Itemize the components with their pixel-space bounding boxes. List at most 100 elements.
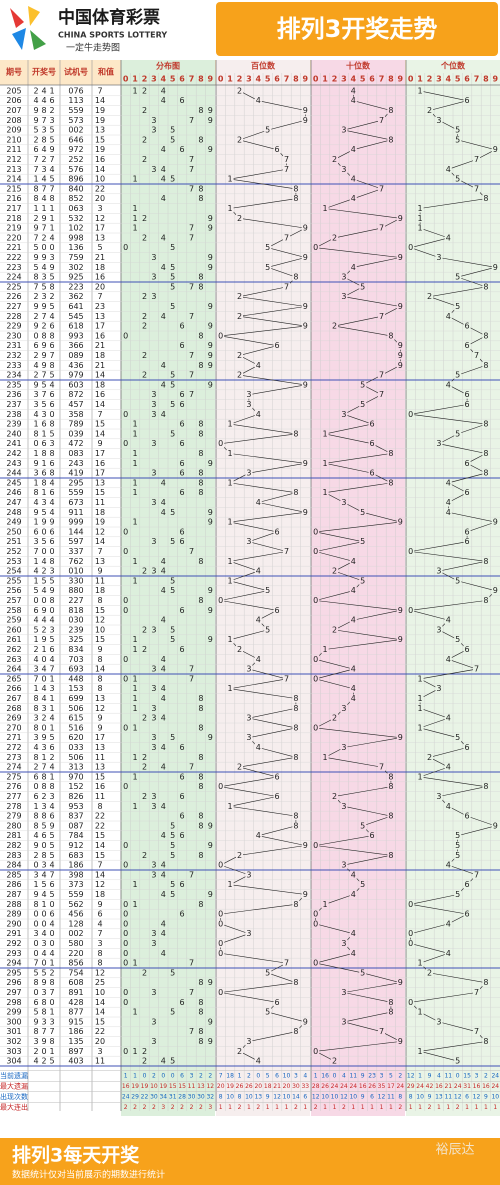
distribution-digit: 2 [142, 214, 147, 223]
sum: 8 [97, 959, 102, 968]
position-digit: 5 [265, 243, 270, 252]
draw-digit: 7 [49, 870, 54, 879]
draw-digit: 6 [49, 812, 54, 821]
digit-bg [463, 96, 471, 105]
trial: 063 [68, 204, 83, 213]
digit-bg [254, 96, 262, 105]
draw-digit: 0 [33, 331, 38, 340]
position-digit: 0 [218, 596, 223, 605]
draw-digit: 6 [33, 772, 38, 781]
stats-value: 3 [294, 1073, 298, 1080]
distribution-digit: 8 [198, 753, 203, 762]
issue: 293 [6, 949, 21, 958]
draw-digit: 1 [49, 772, 54, 781]
stats-value: 3 [380, 1073, 384, 1080]
digit-bg [331, 1057, 338, 1066]
issue: 284 [6, 861, 21, 870]
stats-value: 5 [266, 1073, 270, 1080]
position-digit: 3 [341, 165, 346, 174]
draw-digit: 1 [41, 645, 46, 654]
trial: 506 [68, 704, 83, 713]
draw-digit: 6 [49, 341, 54, 350]
distribution-digit: 5 [170, 429, 175, 438]
digit-header: 3 [436, 75, 442, 84]
position-digit: 4 [256, 743, 261, 752]
distribution-digit: 7 [189, 351, 194, 360]
stats-value: 1 [389, 1104, 393, 1111]
stats-value: 24 [396, 1083, 404, 1090]
issue: 246 [6, 488, 21, 497]
digit-bg [321, 429, 329, 438]
position-digit: 8 [388, 851, 393, 860]
position-digit: 1 [418, 1047, 423, 1056]
trial: 576 [68, 165, 83, 174]
digit-bg [473, 988, 480, 997]
issue: 207 [6, 106, 21, 115]
distribution-digit: 9 [208, 890, 213, 899]
sum: 14 [95, 371, 105, 380]
trial: 573 [68, 116, 83, 125]
digit-bg [331, 625, 338, 634]
digit-bg [349, 665, 357, 674]
stats-value: 31 [169, 1094, 177, 1101]
draw-digit: 2 [49, 106, 54, 115]
draw-digit: 6 [49, 527, 54, 536]
digit-bg [217, 861, 225, 870]
stats-value: 4 [303, 1073, 307, 1080]
stats-value: 0 [456, 1073, 460, 1080]
issue: 302 [6, 1037, 21, 1046]
digit-bg [254, 743, 262, 752]
issue: 224 [6, 273, 21, 282]
stats-value: 10 [245, 1094, 253, 1101]
draw-digit: 0 [33, 439, 38, 448]
digit-header: 3 [151, 75, 157, 84]
sum: 9 [97, 567, 102, 576]
draw-digit: 8 [49, 557, 54, 566]
distribution-digit: 2 [142, 792, 147, 801]
draw-digit: 2 [41, 792, 46, 801]
column-header: 期号 [6, 67, 22, 77]
digit-bg [283, 155, 290, 164]
digit-bg [283, 282, 290, 291]
distribution-digit: 5 [170, 880, 175, 889]
distribution-digit: 5 [170, 635, 175, 644]
position-digit: 9 [303, 116, 308, 125]
issue: 225 [6, 282, 21, 291]
distribution-digit: 4 [161, 665, 166, 674]
position-digit: 8 [388, 135, 393, 144]
position-digit: 1 [418, 86, 423, 95]
distribution-digit: 1 [133, 645, 138, 654]
draw-digit: 5 [49, 635, 54, 644]
distribution-digit: 5 [170, 282, 175, 291]
distribution-digit: 7 [189, 371, 194, 380]
digit-bg [444, 312, 452, 321]
draw-digit: 4 [33, 498, 38, 507]
position-digit: 4 [446, 478, 451, 487]
position-digit: 7 [284, 547, 289, 556]
sum: 19 [95, 145, 105, 154]
distribution-digit: 5 [170, 625, 175, 634]
draw-digit: 8 [41, 478, 46, 487]
stats-value: 2 [238, 1104, 242, 1111]
digit-bg [331, 714, 338, 723]
sum: 9 [97, 723, 102, 732]
trend-line [314, 90, 402, 1062]
digit-bg [416, 86, 424, 95]
distribution-digit: 3 [151, 870, 156, 879]
position-digit: 3 [341, 292, 346, 301]
draw-digit: 4 [49, 616, 54, 625]
sum: 9 [97, 714, 102, 723]
stats-value: 9 [361, 1094, 365, 1101]
issue: 300 [6, 1017, 21, 1026]
position-digit: 7 [379, 1027, 384, 1036]
position-digit: 4 [446, 655, 451, 664]
sum: 4 [97, 919, 102, 928]
digit-bg [473, 870, 480, 879]
position-digit: 8 [293, 704, 298, 713]
stats-value: 0 [171, 1073, 175, 1080]
sum: 8 [97, 949, 102, 958]
draw-digit: 9 [41, 518, 46, 527]
distribution-digit: 1 [133, 880, 138, 889]
position-digit: 1 [418, 204, 423, 213]
position-digit: 0 [408, 900, 413, 909]
